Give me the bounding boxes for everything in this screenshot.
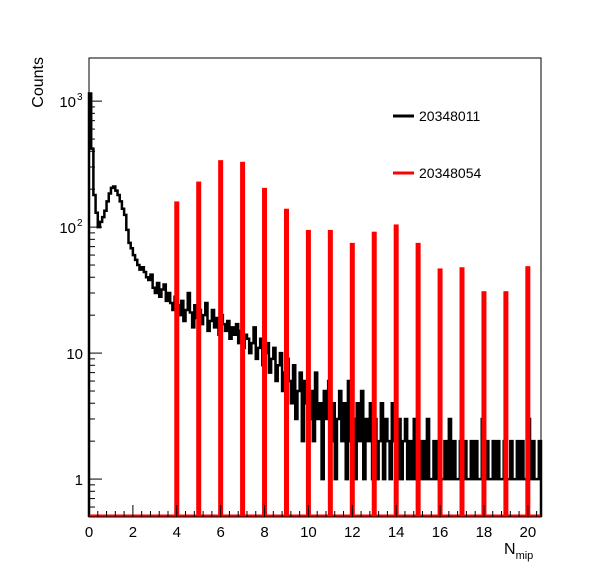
series-20348054-spike	[327, 229, 333, 518]
x-tick-label: 0	[85, 524, 93, 541]
series-20348054-spike	[371, 231, 377, 517]
series-20348054-spike	[174, 201, 180, 517]
y-tick-label: 1	[75, 472, 83, 489]
x-axis-title: Nmip	[504, 541, 533, 562]
x-tick-label: 12	[344, 524, 361, 541]
x-tick-label: 14	[388, 524, 405, 541]
series-20348054-spike	[196, 181, 202, 518]
series-20348054-spike	[240, 161, 246, 518]
series-20348054-spike	[218, 160, 224, 517]
series-20348054-spike	[349, 242, 355, 518]
legend: 20348011 20348054	[393, 108, 482, 181]
x-tick-label: 20	[519, 524, 536, 541]
series-20348054-spike	[262, 187, 268, 517]
legend-label-20348011: 20348011	[419, 108, 480, 124]
x-tick-label: 8	[260, 524, 268, 541]
y-tick-label: 10	[59, 94, 76, 111]
series-20348054-spike	[459, 267, 465, 517]
x-axis-title-subscript: mip	[516, 550, 534, 562]
y-tick-exponent: 2	[77, 218, 83, 229]
x-tick-label: 4	[173, 524, 181, 541]
x-tick-label: 16	[432, 524, 449, 541]
y-tick-exponent: 3	[77, 92, 83, 103]
y-tick-label: 10	[59, 220, 76, 237]
series-20348054-spike	[437, 268, 443, 517]
series-20348054-spike	[305, 229, 311, 518]
series-layer	[87, 92, 543, 518]
y-axis-title: Counts	[30, 57, 47, 108]
series-20348054-spike	[525, 266, 531, 517]
series-20348054-spike	[503, 291, 509, 517]
series-20348054-spike	[415, 242, 421, 518]
series-20348054-spike	[283, 208, 289, 517]
x-tick-label: 18	[476, 524, 493, 541]
plot-frame	[88, 57, 542, 518]
series-20348054-spike	[393, 224, 399, 517]
legend-label-20348054: 20348054	[419, 165, 482, 181]
series-20348054-spike	[481, 291, 487, 517]
x-tick-label: 10	[300, 524, 317, 541]
y-tick-label: 10	[66, 346, 83, 363]
x-tick-label: 6	[216, 524, 224, 541]
x-axis-title-main: N	[504, 541, 516, 558]
x-tick-label: 2	[129, 524, 137, 541]
